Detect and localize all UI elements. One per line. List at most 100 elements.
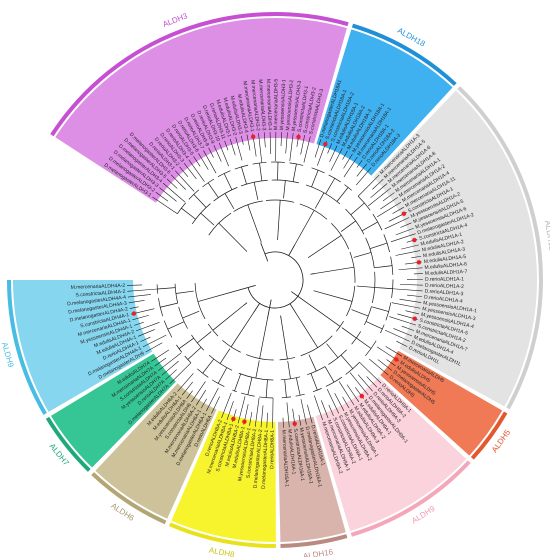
internal-branch — [283, 180, 286, 199]
terminal-branch — [179, 166, 189, 177]
terminal-branch — [191, 381, 206, 403]
terminal-branch — [356, 160, 363, 168]
terminal-branch — [211, 396, 220, 414]
internal-branch — [158, 298, 164, 317]
terminal-branch — [235, 137, 243, 161]
terminal-branch — [266, 412, 268, 428]
clade-sector — [315, 377, 467, 531]
root-branch — [266, 299, 272, 320]
terminal-branch — [343, 153, 353, 169]
terminal-branch — [286, 402, 290, 428]
terminal-branch — [342, 396, 350, 409]
clade-name: ALDH8 — [208, 546, 236, 557]
leaf-label: M.edulisALDH1A-7 — [425, 269, 468, 277]
terminal-branch — [385, 346, 403, 357]
internal-branch — [253, 182, 259, 200]
internal-branch — [247, 377, 253, 395]
terminal-branch — [357, 174, 380, 197]
internal-branch — [324, 366, 335, 383]
terminal-branch — [384, 217, 410, 230]
terminal-branch — [401, 244, 419, 250]
internal-branch — [175, 290, 194, 294]
internal-branch — [193, 194, 207, 208]
clade-name: ALDH16 — [302, 547, 334, 557]
internal-branch — [363, 306, 372, 326]
terminal-branch — [188, 159, 205, 182]
internal-branch — [369, 242, 388, 250]
internal-branch — [295, 377, 301, 396]
internal-branch — [230, 313, 254, 348]
terminal-branch — [392, 206, 405, 214]
leaf-label: D.melanogasterALDH8A-2 — [253, 429, 265, 489]
leaf-label: S.constrictaALDH4A-2 — [75, 289, 126, 299]
internal-branch — [224, 193, 235, 210]
leaf-label: D.rerioALDH8A-1 — [269, 430, 276, 469]
terminal-branch — [203, 150, 217, 174]
terminal-branch — [389, 316, 417, 326]
terminal-branch — [127, 288, 158, 292]
root-branch — [243, 302, 248, 306]
internal-branch — [308, 354, 317, 372]
terminal-branch — [177, 373, 194, 392]
terminal-branch — [280, 132, 282, 147]
leaf-marker — [231, 416, 236, 422]
clade-sector — [50, 353, 176, 468]
terminal-branch — [129, 306, 139, 309]
clade-ring — [45, 416, 91, 472]
internal-branch — [265, 379, 268, 398]
terminal-branch — [195, 389, 207, 406]
terminal-branch — [128, 300, 145, 304]
terminal-branch — [346, 384, 360, 403]
internal-branch — [294, 210, 315, 246]
internal-branch — [371, 306, 389, 312]
internal-branch — [336, 321, 344, 332]
internal-branch — [328, 174, 341, 183]
root-branch — [236, 284, 256, 292]
internal-branch — [353, 252, 372, 258]
internal-branch — [313, 290, 353, 302]
internal-branch — [341, 327, 357, 339]
terminal-branch — [327, 143, 333, 154]
internal-branch — [374, 265, 393, 269]
internal-branch — [219, 348, 231, 364]
internal-branch — [350, 202, 365, 216]
internal-branch — [356, 285, 375, 288]
terminal-branch — [326, 389, 340, 414]
internal-branch — [351, 309, 369, 317]
terminal-branch — [152, 196, 178, 215]
leaf-marker — [412, 316, 417, 321]
terminal-branch — [349, 372, 369, 396]
leaf-marker — [242, 419, 247, 424]
internal-branch — [240, 179, 268, 187]
terminal-branch — [338, 381, 355, 406]
terminal-branch — [380, 197, 398, 210]
leaf-marker — [401, 211, 407, 216]
internal-branch — [325, 178, 336, 194]
leaf-marker — [323, 141, 328, 147]
root-branch — [291, 291, 308, 304]
leaf-marker — [250, 134, 256, 139]
terminal-branch — [366, 376, 378, 388]
terminal-branch — [138, 329, 155, 337]
terminal-branch — [298, 414, 302, 426]
clade-ring — [280, 534, 348, 548]
internal-branch — [178, 337, 194, 349]
terminal-branch — [411, 255, 422, 259]
internal-branch — [217, 367, 228, 384]
terminal-branch — [303, 136, 311, 163]
terminal-branch — [208, 147, 214, 158]
leaf-label: M.mercenariaALDH16A-1 — [280, 430, 289, 488]
terminal-branch — [395, 250, 421, 256]
clade-ring — [7, 280, 47, 415]
root-branch — [280, 315, 282, 320]
clade-name: ALDH3 — [161, 11, 189, 29]
internal-branch — [312, 388, 322, 393]
terminal-branch — [263, 132, 266, 148]
terminal-branch — [334, 393, 345, 412]
internal-branch — [191, 203, 211, 225]
terminal-branch — [405, 310, 420, 315]
internal-branch — [311, 167, 325, 174]
leaf-label: M.mercenariaALDH3-3 — [257, 79, 267, 131]
internal-branch — [296, 313, 319, 348]
clade-ring — [168, 522, 276, 548]
